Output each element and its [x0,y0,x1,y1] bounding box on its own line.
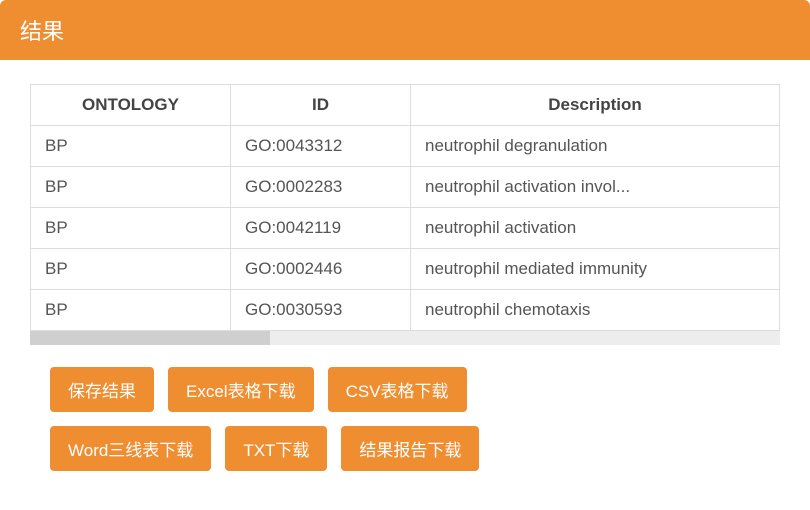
table-row: BP GO:0043312 neutrophil degranulation [31,126,780,167]
cell-ontology: BP [31,290,231,331]
save-results-button[interactable]: 保存结果 [50,367,154,412]
table-header-row: ONTOLOGY ID Description [31,85,780,126]
panel-title: 结果 [0,0,810,60]
cell-id: GO:0042119 [231,208,411,249]
col-ontology: ONTOLOGY [31,85,231,126]
results-table: ONTOLOGY ID Description BP GO:0043312 ne… [30,84,780,331]
download-word-button[interactable]: Word三线表下载 [50,426,211,471]
table-row: BP GO:0002446 neutrophil mediated immuni… [31,249,780,290]
button-row-2: Word三线表下载 TXT下载 结果报告下载 [30,426,780,471]
col-id: ID [231,85,411,126]
panel-body: ONTOLOGY ID Description BP GO:0043312 ne… [0,60,810,495]
download-txt-button[interactable]: TXT下载 [225,426,327,471]
cell-ontology: BP [31,208,231,249]
cell-description: neutrophil degranulation [411,126,780,167]
cell-ontology: BP [31,249,231,290]
cell-ontology: BP [31,167,231,208]
cell-description: neutrophil chemotaxis [411,290,780,331]
cell-id: GO:0030593 [231,290,411,331]
horizontal-scrollbar[interactable] [30,331,780,345]
cell-id: GO:0002446 [231,249,411,290]
scrollbar-thumb[interactable] [30,331,270,345]
cell-id: GO:0043312 [231,126,411,167]
table-scroll-container[interactable]: ONTOLOGY ID Description BP GO:0043312 ne… [30,84,780,331]
results-panel: 结果 ONTOLOGY ID Description BP GO:0043312… [0,0,810,495]
table-row: BP GO:0030593 neutrophil chemotaxis [31,290,780,331]
download-report-button[interactable]: 结果报告下载 [341,426,479,471]
cell-description: neutrophil activation [411,208,780,249]
download-csv-button[interactable]: CSV表格下载 [328,367,467,412]
button-row-1: 保存结果 Excel表格下载 CSV表格下载 [30,367,780,412]
cell-description: neutrophil mediated immunity [411,249,780,290]
download-excel-button[interactable]: Excel表格下载 [168,367,314,412]
table-row: BP GO:0002283 neutrophil activation invo… [31,167,780,208]
table-row: BP GO:0042119 neutrophil activation [31,208,780,249]
cell-description: neutrophil activation invol... [411,167,780,208]
cell-ontology: BP [31,126,231,167]
col-description: Description [411,85,780,126]
cell-id: GO:0002283 [231,167,411,208]
